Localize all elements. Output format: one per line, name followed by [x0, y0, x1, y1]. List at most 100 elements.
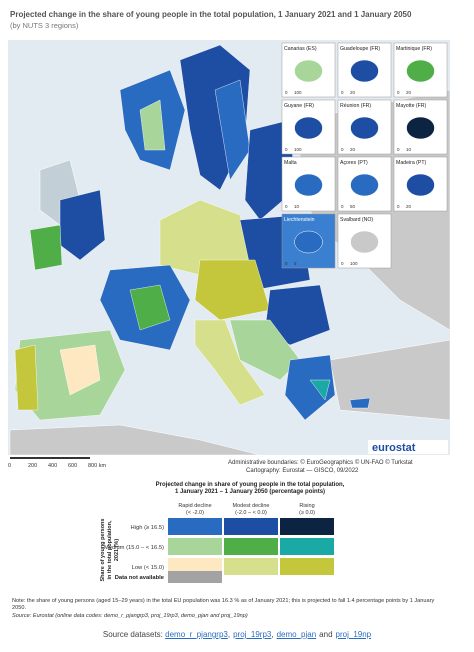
legend-title: 1 January 2021 – 1 January 2050 (percent…	[175, 489, 325, 495]
inset-shape	[350, 173, 379, 197]
inset-label: Guyane (FR)	[284, 103, 314, 109]
legend-column-range: (< -2.0)	[186, 510, 204, 516]
inset-scale: 0	[397, 204, 400, 209]
inset-shape	[350, 230, 379, 254]
legend-swatch	[168, 571, 222, 583]
scale-label: 0	[8, 463, 11, 469]
inset-scale: 20	[406, 204, 412, 209]
inset-scale: 20	[350, 90, 356, 95]
inset-scale: 100	[294, 147, 302, 152]
scale-label: 600	[68, 463, 77, 469]
inset-scale: 0	[341, 204, 344, 209]
legend-row-axis-title: Share of young persons	[100, 519, 106, 582]
inset-label: Guadeloupe (FR)	[340, 46, 380, 52]
legend-title: Projected change in share of young peopl…	[156, 482, 345, 488]
legend-column-range: (-2.0 – < 0.0)	[235, 510, 267, 516]
inset-scale: 0	[341, 90, 344, 95]
inset-shape	[350, 116, 379, 140]
inset-shape	[294, 116, 323, 140]
inset-scale: 0	[397, 90, 400, 95]
footer-separator: ,	[227, 630, 231, 639]
inset-scale: 10	[406, 147, 412, 152]
legend-swatch	[168, 538, 222, 555]
inset-scale: 20	[350, 147, 356, 152]
credit: Cartography: Eurostat — GISCO, 09/2022	[246, 468, 359, 474]
legend: Projected change in share of young peopl…	[100, 482, 345, 583]
footer: Source datasets: demo_r_pjangrp3, proj_19…	[0, 630, 474, 639]
legend-swatch	[280, 558, 334, 575]
scale-label: 800 km	[88, 463, 106, 469]
inset-label: Martinique (FR)	[396, 46, 432, 52]
map-subtitle: (by NUTS 3 regions)	[10, 21, 79, 30]
legend-column-label: Rising	[299, 503, 314, 509]
legend-swatch	[224, 558, 278, 575]
inset-scale: 0	[285, 261, 288, 266]
scale-bar: 0 200 400 600 800 km	[8, 457, 106, 469]
legend-swatch	[224, 518, 278, 535]
inset-label: Madeira (PT)	[396, 160, 427, 166]
legend-row-label: Medium (15.0 – < 16.5)	[104, 545, 164, 551]
inset-scale: 20	[406, 90, 412, 95]
inset-scale: 100	[294, 90, 302, 95]
inset-shape	[294, 173, 323, 197]
dataset-link[interactable]: demo_pjan	[276, 630, 317, 639]
legend-na-label: Data not available	[115, 575, 165, 581]
legend-swatch	[168, 518, 222, 535]
inset-scale: 10	[294, 204, 300, 209]
scale-line	[10, 457, 90, 459]
inset-scale: 5	[294, 261, 297, 266]
inset-scale: 0	[341, 147, 344, 152]
footer-separator: and	[319, 630, 333, 639]
legend-column-label: Modest decline	[233, 503, 270, 509]
inset-label: Açores (PT)	[340, 160, 368, 166]
scale-label: 400	[48, 463, 57, 469]
logo: eurostat	[372, 442, 416, 454]
inset-frame	[393, 156, 448, 212]
dataset-link[interactable]: proj_19rp3	[233, 630, 272, 639]
inset-scale: 0	[285, 90, 288, 95]
inset-shape	[406, 173, 435, 197]
credit: Administrative boundaries: © EuroGeograp…	[228, 459, 413, 466]
footer-prefix: Source datasets:	[102, 630, 163, 639]
inset-label: Réunion (FR)	[340, 103, 371, 109]
inset-scale: 0	[285, 204, 288, 209]
inset-scale: 50	[350, 204, 356, 209]
inset-shape	[350, 59, 379, 83]
inset-label: Canarias (ES)	[284, 46, 317, 52]
legend-column-label: Rapid decline	[178, 503, 211, 509]
inset-scale: 100	[350, 261, 358, 266]
legend-row-axis-title: in the total population,	[107, 520, 113, 579]
legend-swatch	[280, 538, 334, 555]
legend-swatch	[168, 558, 222, 575]
legend-column-range: (≥ 0.0)	[299, 510, 315, 516]
inset-shape	[406, 59, 435, 83]
eu-regions	[14, 44, 371, 421]
inset-shape	[294, 230, 323, 254]
inset-scale: 0	[397, 147, 400, 152]
logo-box	[368, 440, 448, 454]
inset-shape	[406, 116, 435, 140]
legend-row-axis-title: 2021 (%)	[114, 539, 120, 561]
note: Note: the share of young persons (aged 1…	[12, 598, 435, 611]
inset-label: Mayotte (FR)	[396, 103, 427, 109]
map-title: Projected change in the share of young p…	[10, 10, 412, 19]
inset-label: Svalbard (NO)	[340, 217, 373, 223]
dataset-link[interactable]: demo_r_pjangrp3	[165, 630, 228, 639]
source: Source: Eurostat (online data codes: dem…	[12, 613, 248, 619]
inset-shape	[294, 59, 323, 83]
legend-row-label: Low (< 15.0)	[132, 565, 164, 571]
legend-row-label: High (≥ 16.5)	[131, 525, 165, 531]
legend-swatch	[224, 538, 278, 555]
inset-scale: 0	[341, 261, 344, 266]
inset-label: Malta	[284, 160, 297, 166]
inset-scale: 0	[285, 147, 288, 152]
inset-label: Liechtenstein	[284, 217, 315, 223]
legend-swatch	[280, 518, 334, 535]
footer-separator: ,	[271, 630, 274, 639]
dataset-link[interactable]: proj_19np	[335, 630, 372, 639]
